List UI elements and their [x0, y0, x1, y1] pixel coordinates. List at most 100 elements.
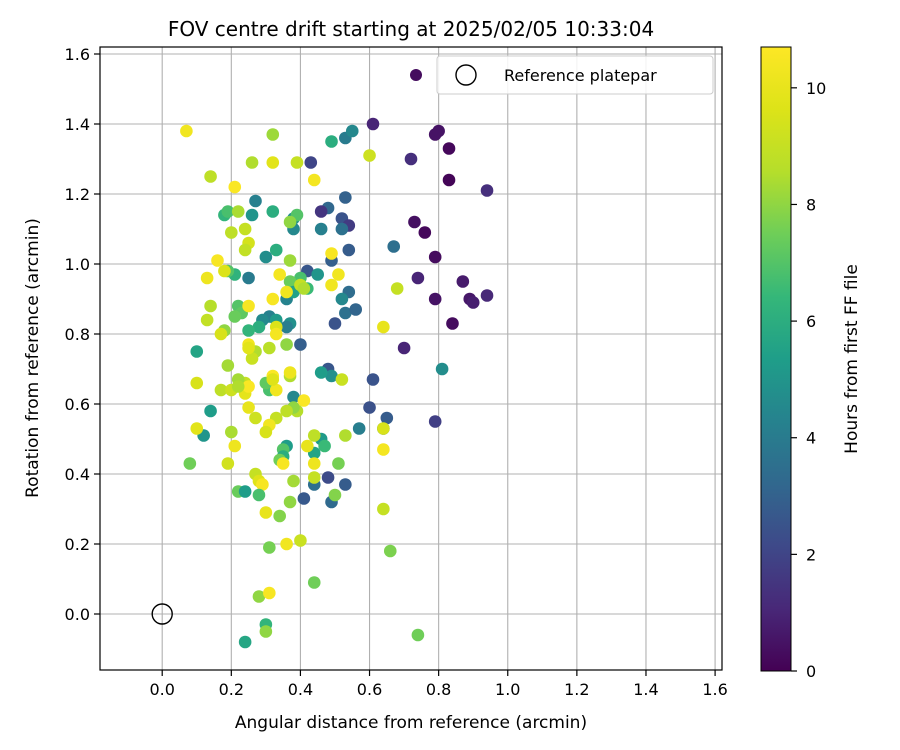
data-point [294, 338, 307, 351]
data-point [263, 586, 276, 600]
chart-title: FOV centre drift starting at 2025/02/05 … [168, 17, 654, 41]
data-point [245, 352, 259, 365]
legend-series-marker [410, 69, 422, 81]
data-point [428, 250, 442, 264]
data-point [287, 390, 300, 404]
data-point [314, 222, 328, 236]
data-point [190, 422, 204, 435]
data-point [380, 411, 394, 425]
legend-reference-marker [455, 64, 477, 86]
data-point [435, 362, 449, 376]
data-point [242, 380, 255, 393]
data-point [238, 635, 252, 649]
data-point [297, 394, 311, 407]
data-point [332, 268, 345, 281]
data-point [238, 222, 252, 236]
x-tick-label: 0.4 [288, 680, 313, 699]
y-axis-label: Rotation from reference (arcmin) [23, 218, 43, 498]
y-tick-label: 0.6 [65, 395, 90, 414]
data-point [225, 425, 238, 439]
data-point [266, 205, 280, 218]
colorbar-label: Hours from first FF file [842, 264, 862, 454]
data-point [307, 173, 321, 187]
data-point [345, 124, 359, 138]
data-point [252, 488, 266, 502]
colorbar-tick-label: 10 [806, 79, 826, 98]
data-point [183, 457, 197, 470]
data-point [377, 422, 390, 435]
data-point [283, 215, 297, 229]
data-point [273, 509, 286, 523]
data-point [411, 271, 425, 285]
data-point [269, 243, 283, 257]
data-point [204, 170, 217, 183]
y-axis-ticks: 0.0 0.2 0.4 0.6 0.8 1.0 1.2 1.4 1.6 [65, 45, 100, 624]
data-points [180, 117, 494, 649]
data-point [363, 149, 376, 162]
data-point [259, 425, 273, 439]
data-point [377, 443, 390, 456]
y-tick-label: 0.0 [65, 605, 90, 624]
data-point [263, 341, 276, 355]
data-point [280, 338, 293, 351]
data-point [200, 313, 214, 327]
y-tick-label: 1.0 [65, 255, 90, 274]
data-point [283, 275, 297, 288]
data-point [408, 215, 421, 229]
data-point [259, 250, 273, 264]
data-point [269, 383, 283, 397]
data-point [231, 380, 245, 393]
data-point [366, 373, 380, 386]
data-point [363, 401, 376, 414]
data-point [335, 292, 349, 306]
data-point [256, 478, 269, 491]
data-point [252, 320, 266, 334]
data-point [242, 299, 255, 313]
data-point [301, 439, 314, 453]
data-point [211, 254, 224, 267]
data-point [377, 502, 390, 516]
data-point [304, 156, 318, 169]
data-point [280, 404, 293, 418]
data-point [442, 142, 456, 155]
data-point [238, 243, 252, 257]
data-point [190, 345, 204, 358]
colorbar-tick-label: 2 [806, 545, 816, 564]
data-point [280, 537, 293, 551]
colorbar-tick-label: 4 [806, 429, 816, 448]
data-point [280, 320, 293, 334]
data-point [290, 156, 304, 169]
data-point [283, 254, 297, 267]
data-point [269, 327, 283, 341]
x-tick-label: 1.6 [702, 680, 727, 699]
data-point [432, 124, 445, 138]
data-point [218, 264, 231, 278]
data-point [214, 327, 228, 341]
x-tick-label: 0.6 [357, 680, 382, 699]
data-point [280, 285, 293, 299]
data-point [266, 128, 280, 141]
x-tick-label: 1.4 [633, 680, 658, 699]
data-point [314, 205, 328, 218]
x-tick-label: 0.2 [219, 680, 244, 699]
data-point [442, 173, 456, 187]
data-point [242, 324, 255, 337]
data-point [245, 208, 259, 222]
reference-marker [151, 603, 173, 625]
data-point [418, 226, 432, 239]
data-point [411, 628, 425, 642]
data-point [225, 226, 238, 239]
data-point [273, 268, 286, 281]
data-point [339, 478, 352, 491]
data-point [307, 429, 321, 442]
data-point [242, 341, 255, 355]
data-point [397, 341, 411, 355]
legend-box [436, 55, 714, 95]
grid-lines [100, 47, 722, 670]
data-point [311, 268, 325, 281]
data-point [266, 156, 280, 169]
data-point [297, 492, 311, 505]
data-point [307, 576, 321, 589]
data-point [252, 590, 266, 603]
data-point [325, 135, 338, 148]
